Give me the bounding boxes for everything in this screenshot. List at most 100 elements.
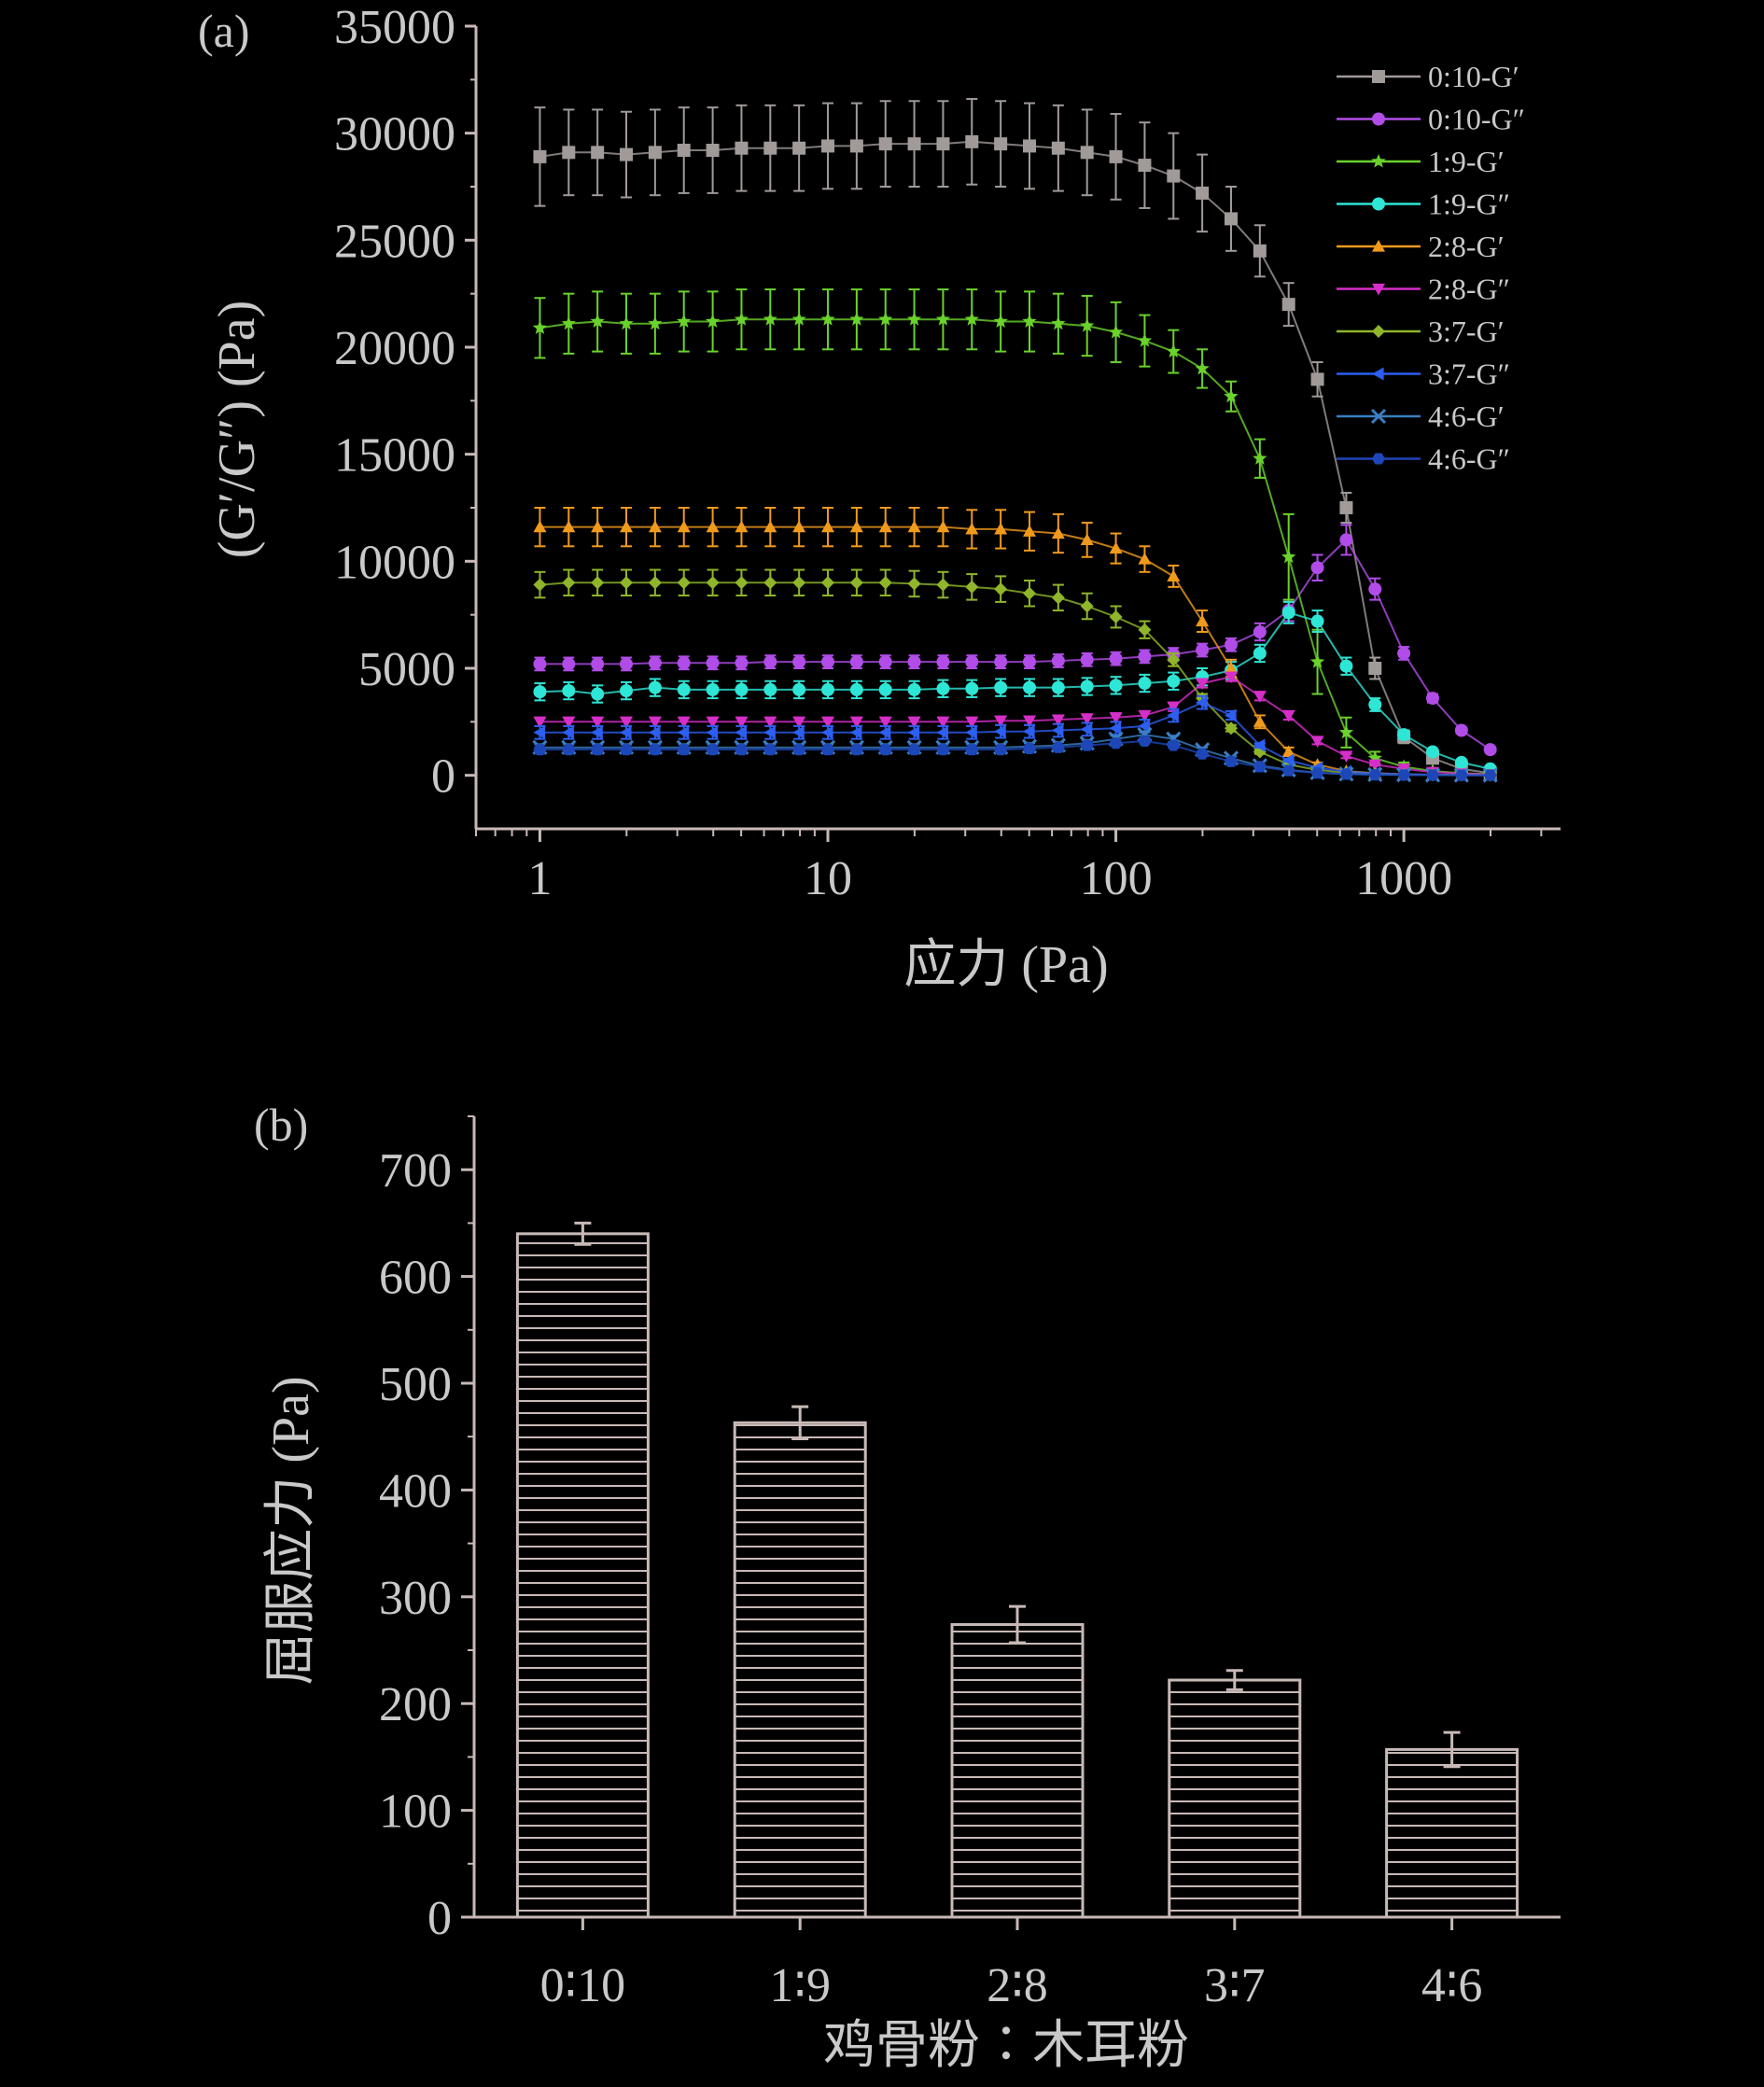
marker-hexagon (620, 744, 634, 756)
marker-triangle-up (1080, 533, 1094, 545)
marker-circle (1483, 743, 1497, 757)
marker-square (1372, 70, 1385, 83)
marker-hexagon (1253, 761, 1267, 773)
series-1:9-G′ (532, 288, 1498, 781)
y-tick-label-a: 20000 (334, 322, 455, 375)
marker-x (1370, 408, 1387, 425)
marker-triangle-left (965, 725, 977, 739)
marker-star (532, 320, 548, 334)
bar (515, 1232, 650, 1919)
marker-star (1281, 549, 1296, 564)
marker-circle (1425, 745, 1439, 759)
marker-circle (907, 682, 921, 696)
marker-triangle-up (620, 520, 634, 533)
marker-diamond (994, 582, 1008, 596)
marker-circle (965, 655, 979, 669)
legend-label: 0:10-G′ (1428, 60, 1519, 93)
marker-circle (1339, 659, 1353, 673)
marker-triangle-down (994, 715, 1008, 728)
marker-circle (878, 655, 892, 669)
marker-square (763, 141, 777, 155)
marker-diamond (1023, 586, 1037, 600)
marker-square (792, 141, 806, 155)
marker-x-stroke (1370, 408, 1387, 425)
marker-circle (763, 655, 777, 669)
marker-star (1051, 315, 1066, 330)
marker-circle (648, 680, 662, 694)
marker-triangle-up (533, 520, 547, 533)
marker-triangle-up (878, 520, 892, 533)
marker-square (1253, 244, 1267, 258)
marker-triangle-up (1196, 614, 1210, 627)
legend-label: 1:9-G′ (1428, 145, 1505, 178)
marker-circle (849, 655, 863, 669)
marker-triangle-left (1051, 723, 1064, 737)
x-axis-title-b: 鸡骨粉∶木耳粉 (823, 2017, 1189, 2075)
marker-square (562, 146, 576, 160)
marker-circle (533, 685, 547, 699)
marker-triangle-down (1167, 701, 1181, 714)
marker-star (964, 312, 979, 326)
marker-triangle-up (1281, 745, 1295, 758)
marker-triangle-up (1023, 525, 1037, 537)
marker-star (1371, 153, 1386, 168)
marker-square (1080, 146, 1094, 160)
marker-hexagon (965, 744, 979, 756)
marker-triangle-down (735, 716, 749, 729)
marker-circle (1425, 692, 1439, 706)
legend-item: 0:10-G″ (1337, 103, 1525, 136)
marker-hexagon (1023, 742, 1037, 755)
legend-item: 3:7-G″ (1337, 357, 1510, 391)
marker-circle (1023, 655, 1037, 669)
marker-diamond (763, 576, 777, 590)
x-tick-label-a: 1000 (1355, 852, 1452, 905)
marker-diamond (735, 576, 749, 590)
marker-diamond (591, 576, 605, 590)
marker-diamond (907, 577, 921, 591)
marker-star (648, 315, 663, 330)
marker-triangle-down (620, 716, 634, 729)
marker-triangle-left (821, 725, 833, 739)
marker-square (821, 139, 835, 153)
marker-circle (706, 656, 720, 670)
marker-triangle-left (878, 725, 891, 739)
series-line (539, 140, 1491, 775)
marker-diamond (677, 576, 691, 590)
marker-star (906, 312, 922, 326)
series-line (539, 701, 1491, 777)
marker-hexagon (1339, 768, 1353, 780)
x-tick-label-a: 1 (527, 852, 552, 905)
marker-circle (1397, 646, 1411, 660)
marker-square (1368, 662, 1382, 675)
y-tick-label-b: 300 (379, 1572, 452, 1625)
series-line (539, 676, 1491, 776)
marker-star (619, 315, 634, 330)
marker-square (1051, 141, 1065, 155)
y-tick-label-b: 0 (427, 1892, 452, 1945)
marker-triangle-left (994, 724, 1006, 738)
bar (950, 1623, 1085, 1919)
marker-star (993, 314, 1008, 328)
marker-hexagon (591, 744, 605, 756)
marker-circle (1023, 680, 1037, 694)
marker-circle (1281, 606, 1295, 620)
x-tick-label-b: 0∶10 (540, 1959, 626, 2012)
marker-triangle-up (1253, 715, 1267, 727)
y-tick-label-b: 600 (379, 1252, 452, 1305)
marker-hexagon (878, 744, 892, 756)
marker-hexagon (1372, 453, 1385, 465)
marker-diamond (821, 576, 835, 590)
marker-triangle-down (1224, 671, 1238, 684)
marker-square (965, 134, 979, 148)
marker-triangle-left (1224, 708, 1237, 722)
marker-triangle-up (763, 520, 777, 533)
legend-item: 2:8-G″ (1337, 273, 1510, 306)
marker-triangle-left (677, 725, 690, 739)
marker-hexagon (1167, 739, 1181, 751)
marker-triangle-down (936, 716, 950, 729)
x-axis-title-a: 应力 (Pa) (903, 936, 1108, 994)
bar (1168, 1678, 1302, 1919)
marker-hexagon (1224, 755, 1238, 767)
marker-circle (1109, 651, 1123, 665)
